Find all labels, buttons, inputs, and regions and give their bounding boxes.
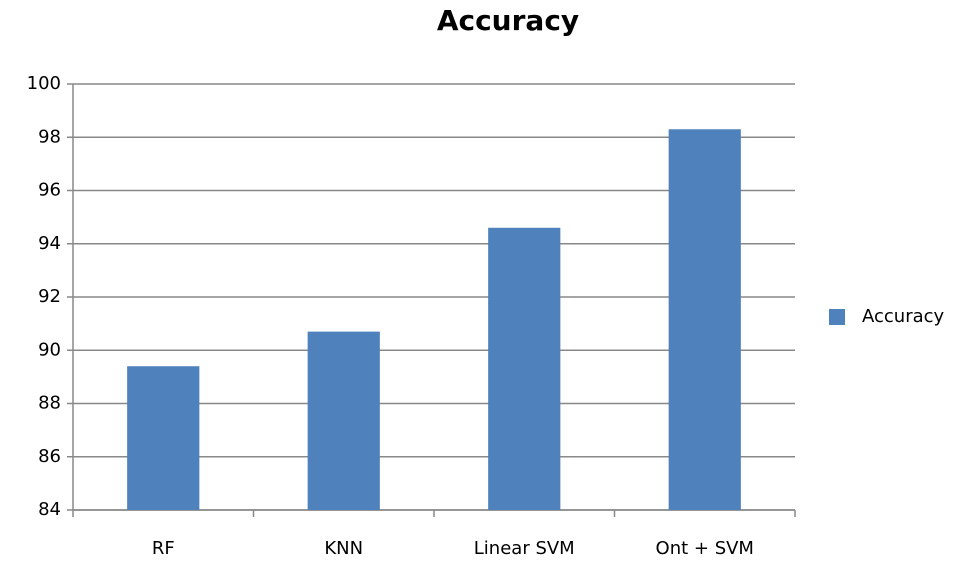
x-tick-label: RF xyxy=(152,538,175,559)
y-tick-label: 90 xyxy=(38,339,61,360)
bar xyxy=(668,129,741,510)
y-tick-label: 88 xyxy=(38,393,61,414)
y-tick-label: 98 xyxy=(38,126,61,147)
y-tick-label: 100 xyxy=(27,73,61,94)
y-tick-label: 86 xyxy=(38,446,61,467)
chart-title: Accuracy xyxy=(437,4,579,37)
legend-swatch xyxy=(829,309,845,325)
y-tick-label: 92 xyxy=(38,286,61,307)
bar xyxy=(488,227,561,510)
bar xyxy=(127,366,200,510)
legend-label: Accuracy xyxy=(862,306,945,327)
x-tick-label: Ont + SVM xyxy=(656,538,754,559)
y-tick-label: 94 xyxy=(38,233,61,254)
x-tick-label: Linear SVM xyxy=(474,538,575,559)
x-tick-label: KNN xyxy=(324,538,363,559)
y-tick-label: 96 xyxy=(38,180,61,201)
y-tick-label: 84 xyxy=(38,499,61,520)
bar xyxy=(307,331,380,510)
